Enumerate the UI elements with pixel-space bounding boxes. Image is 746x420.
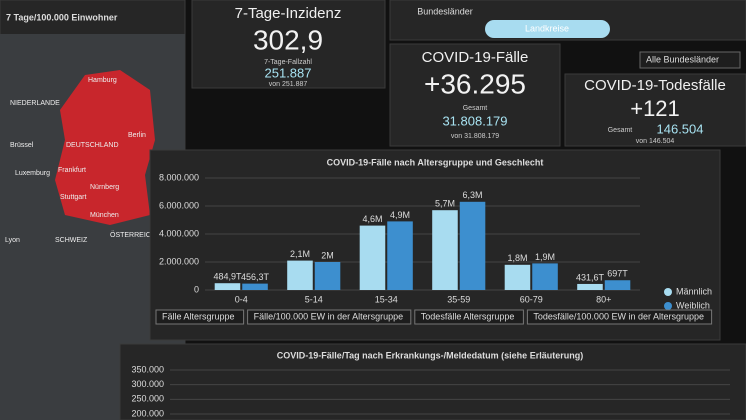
legend-label: Männlich bbox=[676, 286, 712, 296]
bar bbox=[504, 264, 531, 290]
y-tick-label: 6.000.000 bbox=[159, 200, 199, 210]
value-label: 2M bbox=[321, 250, 334, 260]
bar bbox=[459, 201, 486, 290]
x-tick-label: 0-4 bbox=[235, 294, 248, 304]
bar bbox=[214, 283, 241, 290]
map-label: Nürnberg bbox=[90, 184, 119, 191]
legend-label: Weiblich bbox=[676, 300, 710, 310]
value-label: 2,1M bbox=[290, 249, 310, 259]
card-title: COVID-19-Todesfälle bbox=[584, 77, 726, 94]
map-label: Hamburg bbox=[88, 77, 117, 84]
map-label: SCHWEIZ bbox=[55, 237, 88, 244]
value-label: 697T bbox=[607, 269, 628, 279]
value-label: 5,7M bbox=[435, 199, 455, 209]
map-label: München bbox=[90, 212, 119, 219]
chart-tab-label: Todesfälle/100.000 EW in der Altersgrupp… bbox=[533, 311, 704, 321]
chart-tab-label: Fälle Altersgruppe bbox=[162, 311, 235, 321]
card bbox=[389, 43, 561, 147]
dropdown[interactable] bbox=[639, 51, 741, 69]
card-sub-label: Gesamt bbox=[608, 127, 633, 134]
map-label: Brüssel bbox=[10, 142, 34, 149]
chart-tab[interactable] bbox=[155, 309, 245, 325]
bar bbox=[604, 280, 631, 290]
tab-active-label: Landkreise bbox=[525, 23, 569, 33]
chart-tab[interactable] bbox=[526, 309, 713, 325]
map-label: NIEDERLANDE bbox=[10, 100, 60, 107]
value-label: 6,3M bbox=[463, 190, 483, 200]
bar bbox=[359, 225, 386, 290]
bar bbox=[532, 263, 558, 290]
value-label: 1,8M bbox=[507, 253, 527, 263]
map-label: Frankfurt bbox=[58, 167, 86, 174]
y-tick-label: 300.000 bbox=[131, 379, 164, 389]
chart-tab[interactable] bbox=[247, 309, 412, 325]
card-sub-value: 31.808.179 bbox=[442, 113, 507, 128]
card bbox=[191, 0, 386, 89]
x-tick-label: 15-34 bbox=[375, 294, 398, 304]
bar bbox=[577, 283, 603, 290]
y-tick-label: 350.000 bbox=[131, 364, 164, 374]
card-note: von 146.504 bbox=[636, 138, 675, 145]
map-label: Berlin bbox=[128, 132, 146, 139]
x-tick-label: 5-14 bbox=[305, 294, 323, 304]
value-label: 456,3T bbox=[241, 272, 270, 282]
value-label: 4,9M bbox=[390, 210, 410, 220]
legend-swatch bbox=[664, 302, 672, 310]
card-title: 7-Tage-Inzidenz bbox=[235, 5, 342, 22]
card-sub-label: Gesamt bbox=[463, 105, 488, 112]
chart-title: COVID-19-Fälle/Tag nach Erkrankungs-/Mel… bbox=[277, 350, 583, 360]
value-label: 484,9T bbox=[213, 272, 242, 282]
bar bbox=[287, 260, 313, 290]
card-sub-value: 146.504 bbox=[657, 121, 704, 136]
value-label: 1,9M bbox=[535, 252, 555, 262]
bar bbox=[242, 283, 268, 290]
bar bbox=[387, 221, 413, 290]
tab-active[interactable] bbox=[485, 20, 610, 38]
map-title: 7 Tage/100.000 Einwohner bbox=[6, 12, 118, 22]
card-note: von 251.887 bbox=[269, 81, 308, 88]
y-tick-label: 0 bbox=[194, 284, 199, 294]
card-title: COVID-19-Fälle bbox=[422, 49, 529, 66]
y-tick-label: 200.000 bbox=[131, 408, 164, 418]
dropdown-label: Alle Bundesländer bbox=[646, 54, 719, 64]
region-germany bbox=[55, 70, 155, 225]
map-label: Luxemburg bbox=[15, 170, 50, 177]
card-sub-value: 251.887 bbox=[265, 65, 312, 80]
chart-tab-label: Fälle/100.000 EW in der Altersgruppe bbox=[254, 311, 404, 321]
card-value: +36.295 bbox=[424, 68, 526, 99]
bar bbox=[432, 210, 458, 290]
x-tick-label: 80+ bbox=[596, 294, 611, 304]
card bbox=[564, 73, 746, 147]
chart-panel bbox=[119, 343, 746, 420]
tab[interactable]: Bundesländer bbox=[417, 6, 473, 16]
y-tick-label: 250.000 bbox=[131, 394, 164, 404]
chart-tab[interactable] bbox=[414, 309, 524, 325]
x-tick-label: 60-79 bbox=[520, 294, 543, 304]
y-tick-label: 8.000.000 bbox=[159, 172, 199, 182]
card-sub-label: 7-Tage-Fallzahl bbox=[264, 59, 312, 66]
value-label: 431,6T bbox=[576, 272, 605, 282]
map-label: Stuttgart bbox=[60, 194, 87, 201]
chart-tab-label: Todesfälle Altersgruppe bbox=[421, 311, 515, 321]
x-tick-label: 35-59 bbox=[447, 294, 470, 304]
card-note: von 31.808.179 bbox=[451, 133, 499, 140]
map-label: Lyon bbox=[5, 237, 20, 244]
card-value: 302,9 bbox=[253, 24, 323, 55]
map-label: DEUTSCHLAND bbox=[66, 142, 119, 149]
y-tick-label: 4.000.000 bbox=[159, 228, 199, 238]
y-tick-label: 2.000.000 bbox=[159, 256, 199, 266]
value-label: 4,6M bbox=[362, 214, 382, 224]
chart-title: COVID-19-Fälle nach Altersgruppe und Ges… bbox=[327, 157, 544, 167]
map-label: ÖSTERREICH bbox=[110, 231, 156, 239]
bar bbox=[314, 262, 341, 290]
legend-swatch bbox=[664, 288, 672, 296]
card-value: +121 bbox=[630, 96, 680, 121]
